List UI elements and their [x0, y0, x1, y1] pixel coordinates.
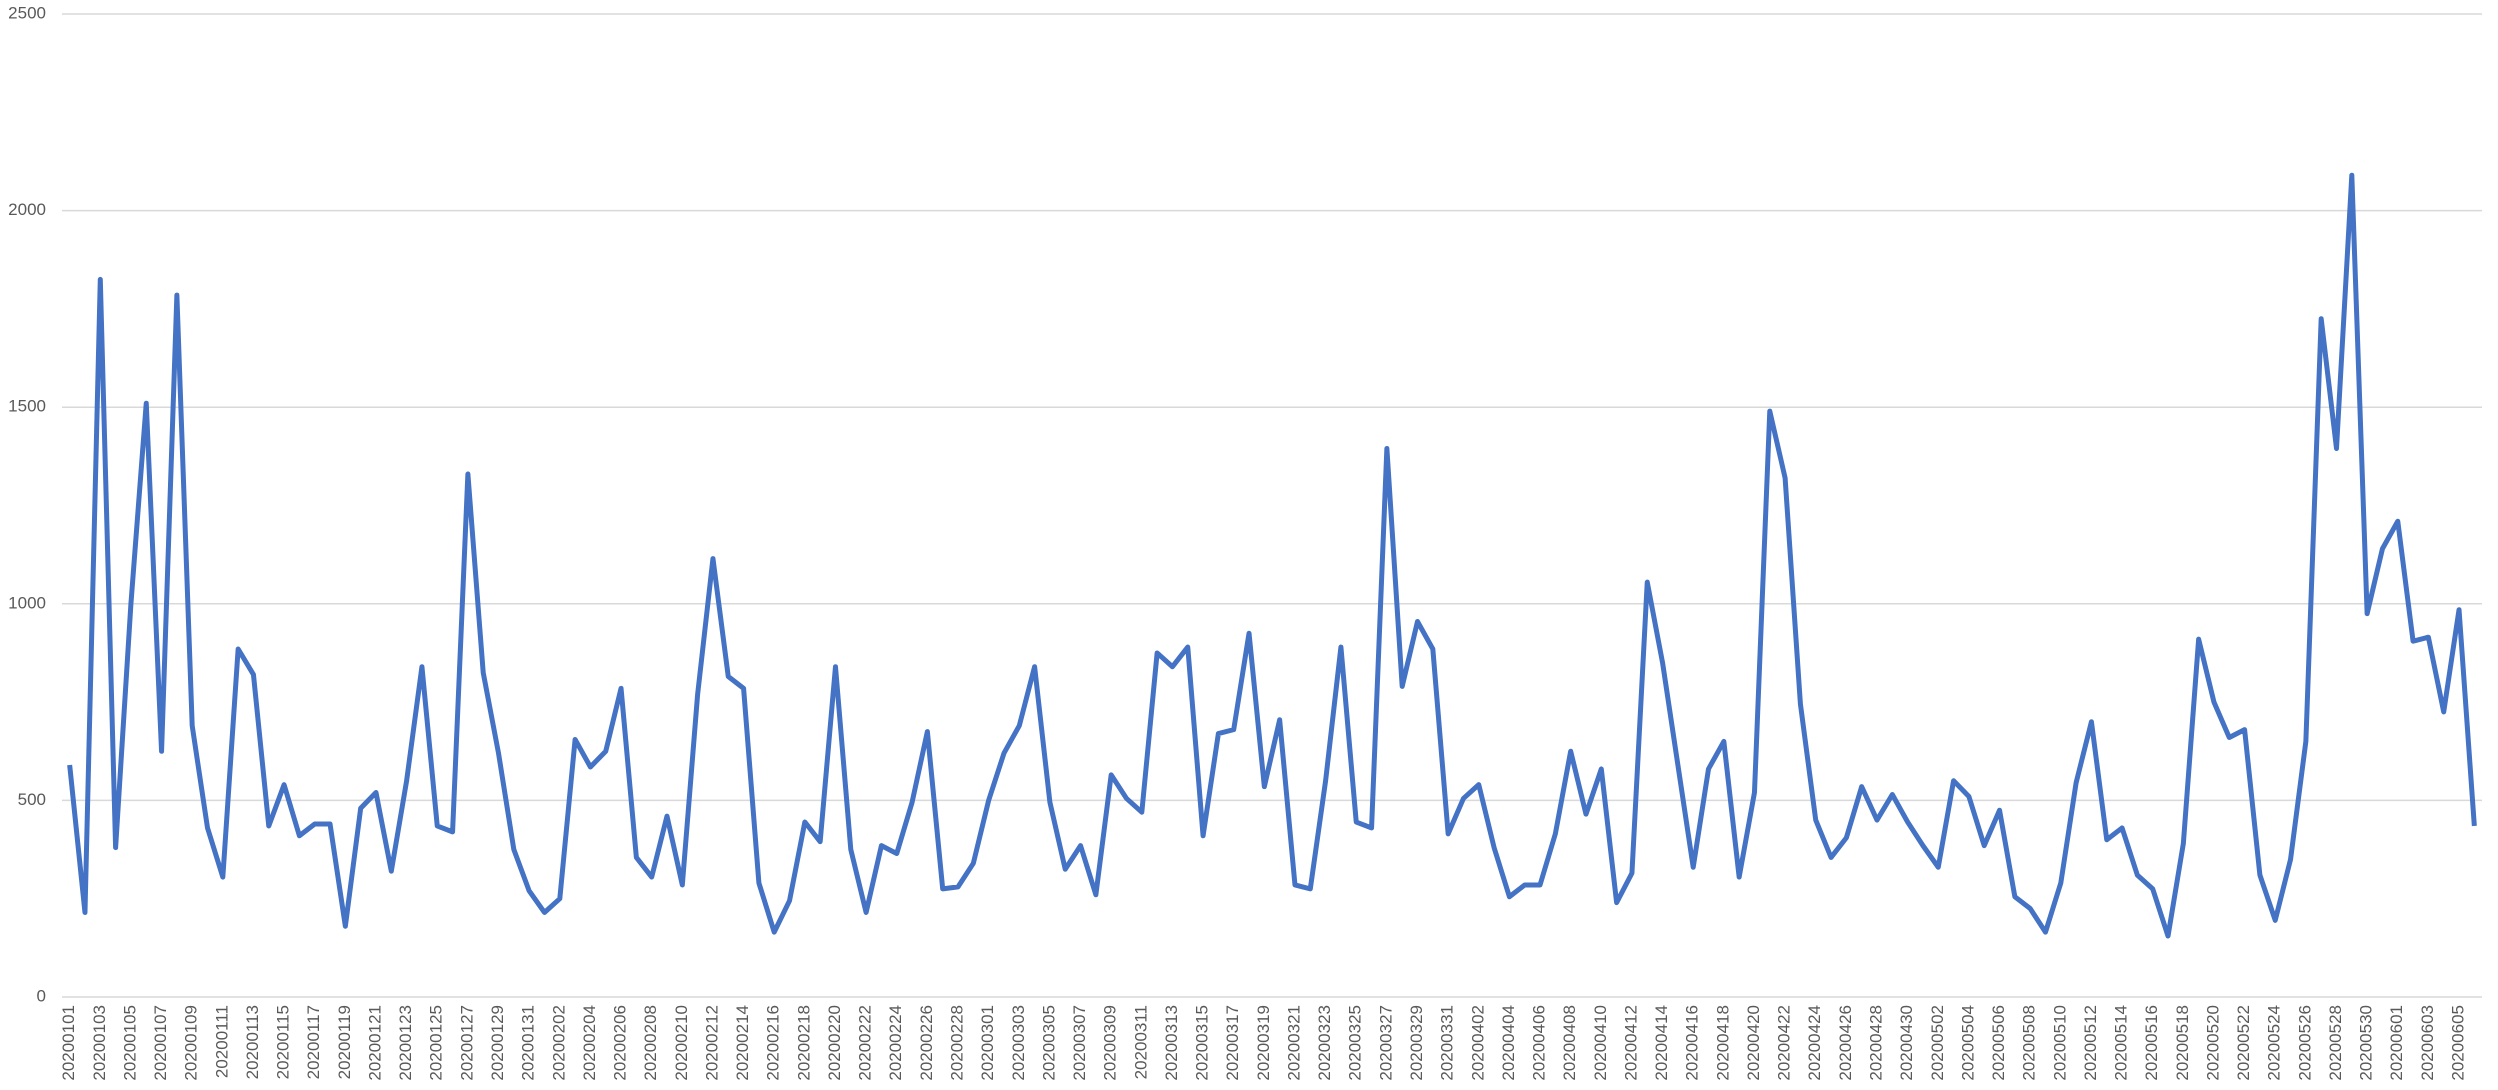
x-tick-label: 20200208 — [641, 1005, 660, 1081]
x-tick-label: 20200119 — [335, 1005, 354, 1079]
x-tick-label: 20200214 — [733, 1005, 752, 1081]
x-tick-label: 20200127 — [457, 1005, 476, 1081]
x-tick-label: 20200323 — [1315, 1005, 1334, 1081]
x-tick-label: 20200103 — [90, 1005, 109, 1081]
x-tick-label: 20200422 — [1775, 1005, 1794, 1081]
x-tick-label: 20200109 — [182, 1005, 201, 1081]
x-tick-label: 20200107 — [151, 1005, 170, 1081]
x-tick-label: 20200131 — [519, 1005, 538, 1081]
x-tick-label: 20200220 — [825, 1005, 844, 1081]
x-tick-label: 20200526 — [2295, 1005, 2314, 1081]
x-tick-label: 20200426 — [1836, 1005, 1855, 1081]
x-tick-label: 20200420 — [1744, 1005, 1763, 1081]
x-tick-label: 20200504 — [1958, 1005, 1977, 1081]
x-tick-label: 20200115 — [274, 1005, 293, 1079]
x-tick-label: 20200210 — [672, 1005, 691, 1081]
x-tick-label: 20200117 — [304, 1005, 323, 1079]
x-tick-label: 20200404 — [1499, 1005, 1518, 1081]
x-tick-label: 20200512 — [2081, 1005, 2100, 1081]
y-tick-label: 500 — [18, 790, 46, 809]
x-tick-label: 20200502 — [1928, 1005, 1947, 1081]
x-tick-label: 20200520 — [2203, 1005, 2222, 1081]
x-tick-label: 20200226 — [917, 1005, 936, 1081]
x-tick-label: 20200204 — [580, 1005, 599, 1081]
x-tick-label: 20200325 — [1346, 1005, 1365, 1081]
x-tick-label: 20200430 — [1897, 1005, 1916, 1081]
x-tick-label: 20200510 — [2050, 1005, 2069, 1081]
x-tick-label: 20200327 — [1376, 1005, 1395, 1081]
x-tick-label: 20200228 — [947, 1005, 966, 1081]
x-tick-label: 20200418 — [1713, 1005, 1732, 1081]
x-tick-label: 20200121 — [365, 1005, 384, 1081]
x-tick-label: 20200311 — [1131, 1005, 1150, 1079]
x-tick-label: 20200321 — [1284, 1005, 1303, 1081]
x-tick-label: 20200113 — [243, 1005, 262, 1079]
data-line — [67, 172, 2477, 939]
x-tick-label: 20200414 — [1652, 1005, 1671, 1081]
x-tick-label: 20200206 — [611, 1005, 630, 1081]
y-tick-label: 1000 — [8, 593, 46, 612]
x-tick-label: 20200506 — [1989, 1005, 2008, 1081]
x-tick-label: 20200315 — [1193, 1005, 1212, 1081]
x-tick-label: 20200313 — [1162, 1005, 1181, 1081]
x-tick-label: 20200514 — [2112, 1005, 2131, 1081]
x-tick-label: 20200317 — [1223, 1005, 1242, 1081]
x-tick-label: 20200129 — [488, 1005, 507, 1081]
x-tick-label: 20200408 — [1560, 1005, 1579, 1081]
y-tick-label: 2000 — [8, 200, 46, 219]
x-tick-label: 20200216 — [764, 1005, 783, 1081]
x-tick-label: 20200218 — [794, 1005, 813, 1081]
x-tick-label: 20200508 — [2020, 1005, 2039, 1081]
x-tick-label: 20200202 — [549, 1005, 568, 1081]
x-tick-label: 20200301 — [978, 1005, 997, 1081]
x-tick-label: 20200305 — [1039, 1005, 1058, 1081]
x-tick-label: 20200416 — [1683, 1005, 1702, 1081]
x-tick-label: 20200410 — [1591, 1005, 1610, 1081]
x-tick-label: 20200309 — [1101, 1005, 1120, 1081]
x-tick-label: 20200603 — [2418, 1005, 2437, 1081]
x-tick-label: 20200518 — [2173, 1005, 2192, 1081]
x-tick-label: 20200601 — [2387, 1005, 2406, 1081]
x-tick-label: 20200212 — [702, 1005, 721, 1081]
x-tick-label: 20200303 — [1009, 1005, 1028, 1081]
x-tick-label: 20200105 — [120, 1005, 139, 1081]
x-tick-label: 20200605 — [2449, 1005, 2468, 1081]
y-tick-label: 0 — [37, 986, 46, 1005]
x-tick-label: 20200524 — [2265, 1005, 2284, 1081]
y-tick-label: 1500 — [8, 397, 46, 416]
x-tick-label: 20200428 — [1866, 1005, 1885, 1081]
x-tick-label: 20200331 — [1438, 1005, 1457, 1081]
x-tick-label: 20200101 — [59, 1005, 78, 1081]
x-tick-label: 20200402 — [1468, 1005, 1487, 1081]
x-tick-label: 20200516 — [2142, 1005, 2161, 1081]
x-tick-label: 20200222 — [856, 1005, 875, 1081]
y-tick-label: 2500 — [8, 3, 46, 22]
x-tick-label: 20200307 — [1070, 1005, 1089, 1081]
x-tick-label: 20200412 — [1621, 1005, 1640, 1081]
x-tick-label: 20200125 — [427, 1005, 446, 1081]
x-tick-label: 20200111 — [212, 1005, 231, 1078]
x-tick-label: 20200522 — [2234, 1005, 2253, 1081]
x-tick-label: 20200123 — [396, 1005, 415, 1081]
x-tick-label: 20200319 — [1254, 1005, 1273, 1081]
x-tick-label: 20200224 — [886, 1005, 905, 1081]
x-tick-label: 20200528 — [2326, 1005, 2345, 1081]
x-tick-label: 20200329 — [1407, 1005, 1426, 1081]
x-tick-label: 20200530 — [2357, 1005, 2376, 1081]
x-tick-label: 20200424 — [1805, 1005, 1824, 1081]
x-tick-label: 20200406 — [1530, 1005, 1549, 1081]
